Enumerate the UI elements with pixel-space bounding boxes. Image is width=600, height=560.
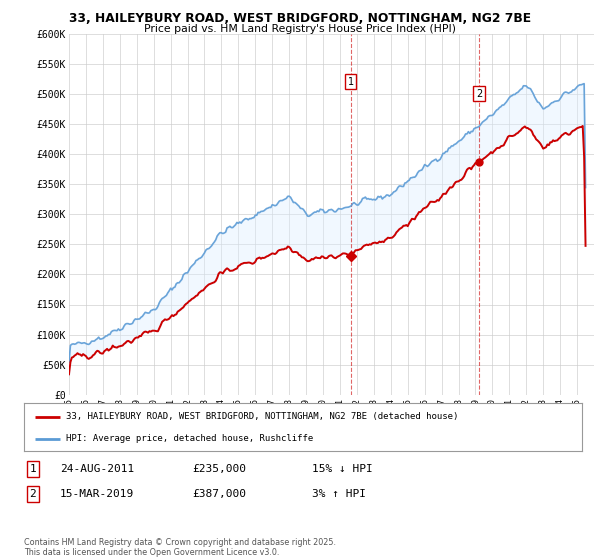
Text: £387,000: £387,000 — [192, 489, 246, 499]
Text: 24-AUG-2011: 24-AUG-2011 — [60, 464, 134, 474]
Text: 1: 1 — [348, 77, 354, 87]
Text: 33, HAILEYBURY ROAD, WEST BRIDGFORD, NOTTINGHAM, NG2 7BE: 33, HAILEYBURY ROAD, WEST BRIDGFORD, NOT… — [69, 12, 531, 25]
Text: HPI: Average price, detached house, Rushcliffe: HPI: Average price, detached house, Rush… — [66, 435, 313, 444]
Text: 15-MAR-2019: 15-MAR-2019 — [60, 489, 134, 499]
Text: 2: 2 — [29, 489, 37, 499]
Text: £235,000: £235,000 — [192, 464, 246, 474]
Text: 33, HAILEYBURY ROAD, WEST BRIDGFORD, NOTTINGHAM, NG2 7BE (detached house): 33, HAILEYBURY ROAD, WEST BRIDGFORD, NOT… — [66, 412, 458, 421]
Text: 2: 2 — [476, 89, 482, 99]
Text: 1: 1 — [29, 464, 37, 474]
Text: 3% ↑ HPI: 3% ↑ HPI — [312, 489, 366, 499]
Text: Contains HM Land Registry data © Crown copyright and database right 2025.
This d: Contains HM Land Registry data © Crown c… — [24, 538, 336, 557]
Text: 15% ↓ HPI: 15% ↓ HPI — [312, 464, 373, 474]
Text: Price paid vs. HM Land Registry's House Price Index (HPI): Price paid vs. HM Land Registry's House … — [144, 24, 456, 34]
